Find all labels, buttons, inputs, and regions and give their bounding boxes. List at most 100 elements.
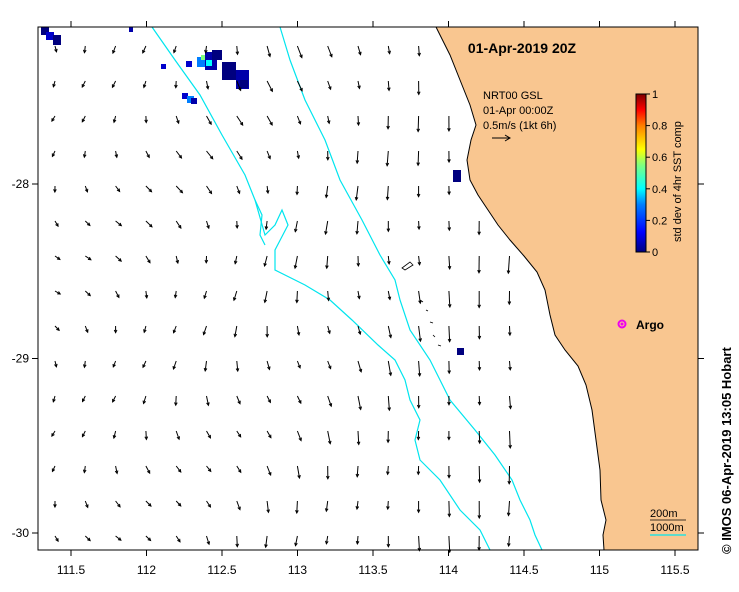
current-arrow xyxy=(175,465,182,473)
current-arrow xyxy=(296,150,301,160)
current-arrow xyxy=(386,465,390,476)
current-arrow xyxy=(266,395,271,404)
current-arrow xyxy=(386,115,390,130)
current-arrow xyxy=(174,80,178,89)
current-arrow xyxy=(477,290,481,309)
current-arrow xyxy=(172,325,177,334)
current-arrow xyxy=(82,465,87,474)
current-arrow xyxy=(84,185,89,193)
current-arrow xyxy=(51,150,56,158)
current-arrow xyxy=(327,325,331,335)
x-tick-label: 114.5 xyxy=(509,563,538,577)
x-tick-label: 112 xyxy=(137,563,156,577)
legend-time: 01-Apr 00:00Z xyxy=(483,105,554,117)
current-arrow xyxy=(82,45,87,54)
current-arrow xyxy=(81,80,86,89)
current-arrow xyxy=(387,325,393,339)
x-axis: 111.5 112 112.5 113 113.5 114 114.5 115 115.5 xyxy=(57,21,690,577)
argo-label: Argo xyxy=(636,318,664,332)
current-arrow xyxy=(204,255,209,264)
current-arrow xyxy=(296,430,302,442)
current-arrow xyxy=(416,150,420,167)
x-tick-label: 112.5 xyxy=(207,563,236,577)
current-arrow xyxy=(418,325,422,343)
current-arrow xyxy=(357,325,362,336)
current-arrow xyxy=(113,325,118,334)
current-arrow xyxy=(477,465,482,484)
current-arrow xyxy=(387,255,391,265)
current-arrow xyxy=(266,45,272,58)
current-arrow xyxy=(84,220,91,227)
colorbar xyxy=(635,93,647,253)
contour-1000m-spur xyxy=(254,199,266,246)
current-arrow xyxy=(142,360,147,369)
current-arrow xyxy=(235,535,239,548)
current-arrow xyxy=(356,430,361,446)
current-arrow xyxy=(357,80,361,90)
current-arrow xyxy=(145,500,152,507)
current-arrow xyxy=(327,80,332,91)
current-arrow xyxy=(386,430,390,444)
current-arrow xyxy=(447,360,451,375)
current-arrow xyxy=(296,45,303,59)
current-arrow xyxy=(175,220,182,229)
current-arrow xyxy=(385,185,390,201)
current-arrow xyxy=(386,500,390,511)
current-arrow xyxy=(417,360,422,378)
current-arrow xyxy=(477,220,481,236)
current-arrow xyxy=(53,185,57,194)
current-arrow xyxy=(204,45,208,54)
x-tick-label: 115.5 xyxy=(660,563,689,577)
current-arrow xyxy=(111,80,117,89)
current-arrow xyxy=(295,185,299,196)
current-arrow xyxy=(112,430,117,440)
current-arrow xyxy=(173,290,178,299)
bathy-200m-label: 200m xyxy=(650,508,678,520)
current-arrow xyxy=(417,535,422,552)
current-arrow xyxy=(264,535,268,549)
current-arrow xyxy=(54,325,60,332)
current-arrow xyxy=(144,115,148,124)
current-arrow xyxy=(82,360,87,369)
current-arrow xyxy=(266,500,270,514)
current-arrow xyxy=(385,150,390,167)
current-arrow xyxy=(236,80,242,92)
current-arrow xyxy=(112,395,117,403)
legend-scale: 0.5m/s (1kt 6h) xyxy=(483,120,556,132)
current-arrow xyxy=(206,150,214,160)
current-arrow xyxy=(266,150,271,160)
current-arrow xyxy=(175,430,180,441)
current-arrow xyxy=(205,80,210,90)
current-arrow xyxy=(236,150,243,161)
current-legend: NRT00 GSL 01-Apr 00:00Z 0.5m/s (1kt 6h) xyxy=(483,90,556,142)
current-arrow xyxy=(175,185,184,194)
current-arrow xyxy=(175,255,180,265)
current-arrow xyxy=(296,115,302,125)
current-arrow xyxy=(507,290,512,306)
colorbar-tick-label: 1 xyxy=(652,89,658,101)
current-arrow xyxy=(84,535,91,542)
current-arrow xyxy=(295,290,299,304)
current-arrow xyxy=(54,255,61,261)
colorbar-tick-label: 0.2 xyxy=(652,215,667,227)
current-arrow xyxy=(115,500,121,508)
current-arrow xyxy=(206,465,212,473)
current-arrow xyxy=(508,430,512,449)
current-arrow xyxy=(54,45,58,53)
current-arrow xyxy=(417,220,421,231)
current-arrow xyxy=(202,325,207,336)
current-arrow xyxy=(266,80,273,93)
current-arrow xyxy=(296,325,301,337)
current-arrow xyxy=(84,500,89,509)
current-arrow xyxy=(418,290,422,305)
bathy-1000m-label: 1000m xyxy=(650,522,684,534)
current-arrow xyxy=(82,395,86,403)
current-arrow xyxy=(203,360,208,372)
x-tick-label: 114 xyxy=(439,563,458,577)
current-arrow xyxy=(447,185,451,196)
current-arrow xyxy=(447,430,451,441)
current-arrow xyxy=(112,115,117,124)
current-arrow xyxy=(447,150,451,164)
current-arrow xyxy=(324,500,329,513)
